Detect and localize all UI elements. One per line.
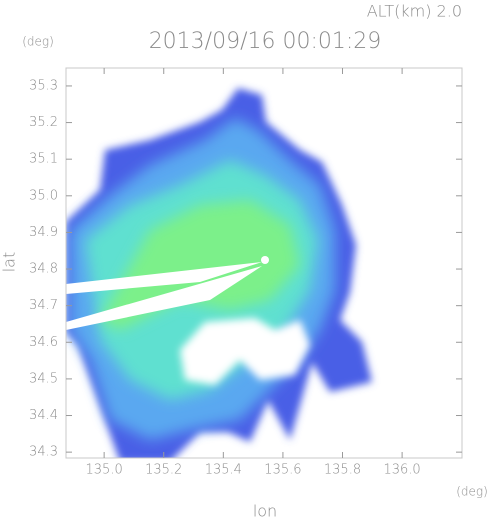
x-tick-label: 135.2 — [145, 463, 182, 478]
y-tick-label: 34.9 — [29, 225, 58, 240]
x-tick-label: 135.6 — [264, 463, 301, 478]
y-tick-label: 34.8 — [29, 262, 58, 277]
plot-frame — [65, 67, 463, 459]
y-unit: (deg) — [22, 35, 54, 49]
y-tick-label: 35.1 — [29, 152, 58, 167]
y-tick-label: 35.0 — [29, 188, 58, 203]
y-axis-label: lat — [0, 252, 19, 273]
y-tick-label: 34.6 — [29, 335, 58, 350]
radar-echo — [66, 88, 372, 458]
x-tick-label: 136.0 — [383, 463, 420, 478]
y-tick-label: 34.4 — [29, 408, 58, 423]
y-tick-label: 34.3 — [29, 445, 58, 460]
y-tick-label: 34.7 — [29, 298, 58, 313]
chart-title: 2013/09/16 00:01:29 — [149, 29, 382, 54]
y-tick-label: 34.5 — [29, 371, 58, 386]
altitude-label: ALT(km) 2.0 — [367, 2, 462, 21]
y-tick-label: 35.2 — [29, 115, 58, 130]
x-tick-label: 135.8 — [324, 463, 361, 478]
x-axis-label: lon — [253, 502, 277, 521]
x-unit: (deg) — [456, 485, 488, 499]
x-tick-label: 135.0 — [86, 463, 123, 478]
x-tick-label: 135.4 — [205, 463, 242, 478]
y-tick-label: 35.3 — [29, 78, 58, 93]
